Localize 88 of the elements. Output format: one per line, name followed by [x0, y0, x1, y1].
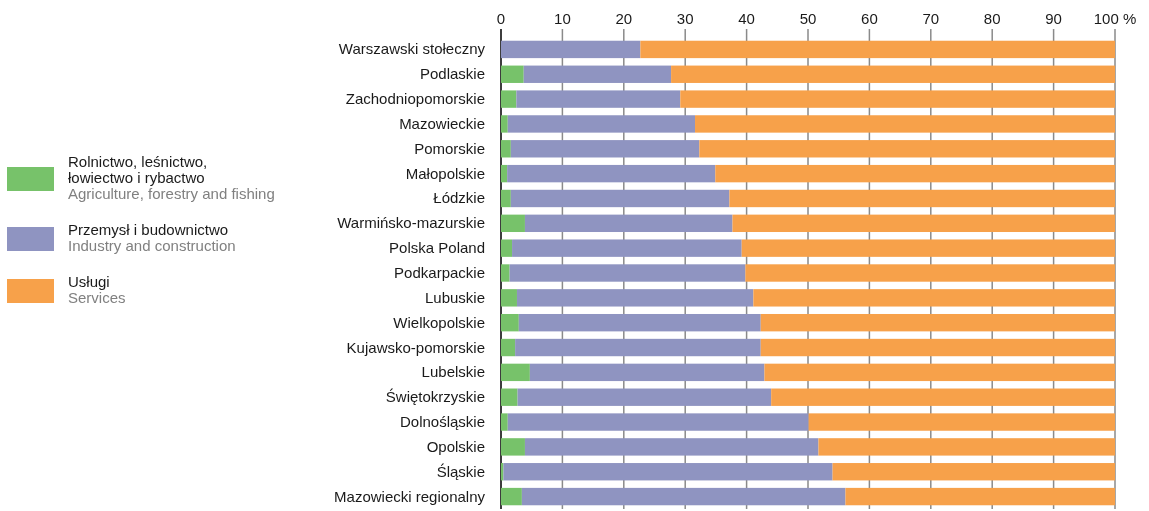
y-tick-label: Pomorskie — [414, 139, 485, 157]
y-tick-label: Opolskie — [426, 437, 485, 455]
bar — [510, 140, 700, 158]
bar — [745, 264, 1115, 282]
bar — [503, 463, 833, 481]
legend-label: Przemysł i budownictwo Industry and construction — [68, 221, 236, 254]
bar — [764, 363, 1115, 382]
bar — [680, 90, 1115, 108]
bar — [516, 90, 681, 108]
bar — [501, 65, 524, 83]
bar — [732, 214, 1115, 233]
bar — [501, 313, 519, 332]
y-tick-label: Dolnośląskie — [399, 413, 485, 431]
y-tick-label: Lubelskie — [421, 363, 485, 381]
bar — [501, 115, 508, 133]
x-tick-label: 40 — [738, 10, 755, 27]
bar — [501, 338, 516, 357]
bar — [510, 189, 730, 208]
bar — [501, 239, 513, 257]
bar — [529, 363, 765, 382]
bar — [729, 189, 1115, 208]
bar — [501, 264, 510, 282]
bar — [501, 214, 525, 233]
bar — [501, 90, 517, 108]
bar — [695, 115, 1115, 133]
y-tick-label: Kujawsko-pomorskie — [346, 338, 485, 356]
bar — [512, 239, 742, 257]
bar — [523, 65, 672, 83]
y-tick-label: Mazowieckie — [399, 114, 485, 132]
x-tick-label: 100 % — [1093, 10, 1137, 27]
x-tick-label: 60 — [861, 10, 878, 27]
y-tick-label: Polska Poland — [389, 239, 485, 257]
x-tick-label: 0 — [496, 10, 506, 27]
bar — [501, 487, 522, 506]
y-tick-label: Podkarpackie — [394, 264, 485, 281]
y-tick-label: Warmińsko-mazurskie — [337, 214, 485, 232]
bar — [501, 413, 508, 431]
x-tick-label: 10 — [554, 10, 571, 27]
x-tick-label: 70 — [922, 10, 940, 27]
y-tick-label: Lubuskie — [424, 288, 485, 306]
y-tick-label: Zachodniopomorskie — [345, 90, 485, 108]
bar — [818, 438, 1115, 456]
bar — [518, 313, 761, 332]
bar — [501, 140, 511, 158]
bar — [509, 264, 746, 282]
bar — [507, 164, 716, 183]
y-tick-label: Warszawski stołeczny — [338, 40, 486, 58]
bar — [501, 438, 525, 456]
bar — [845, 487, 1115, 506]
bar — [501, 164, 508, 183]
bar — [753, 289, 1115, 307]
x-tick-label: 20 — [615, 10, 633, 27]
bar — [760, 338, 1115, 357]
y-tick-label: Wielkopolskie — [393, 313, 485, 331]
legend-label: Rolnictwo, leśnictwo, łowiectwo i rybactwo Agriculture, forestry and fishing — [68, 153, 275, 202]
bar — [501, 363, 530, 382]
y-tick-label: Mazowiecki regionalny — [334, 487, 486, 505]
bar — [501, 189, 511, 208]
bar — [516, 289, 754, 307]
bar — [521, 487, 846, 506]
bar — [640, 40, 1115, 59]
bar — [501, 388, 518, 406]
x-tick-label: 80 — [983, 10, 1001, 27]
bar — [771, 388, 1115, 406]
bar — [501, 289, 517, 307]
y-tick-label: Podlaskie — [419, 65, 485, 83]
bar — [501, 40, 641, 59]
bar — [524, 438, 819, 456]
bar — [507, 413, 809, 431]
bar — [832, 463, 1115, 481]
x-tick-label: 30 — [676, 10, 694, 27]
y-tick-label: Małopolskie — [405, 164, 485, 182]
x-tick-label: 90 — [1045, 10, 1062, 27]
bar — [671, 65, 1115, 83]
y-tick-label: Łódzkie — [433, 189, 485, 207]
y-tick-label: Świętokrzyskie — [385, 388, 485, 406]
bar — [507, 115, 696, 133]
bar — [741, 239, 1115, 257]
bar — [524, 214, 733, 233]
legend-label: Usługi Services — [68, 273, 126, 306]
bar — [515, 338, 761, 357]
bar — [699, 140, 1115, 158]
bar — [517, 388, 772, 406]
y-tick-label: Śląskie — [436, 462, 485, 480]
bar — [760, 313, 1115, 332]
bar — [715, 164, 1115, 183]
x-tick-label: 50 — [799, 10, 817, 27]
bar — [808, 413, 1115, 431]
